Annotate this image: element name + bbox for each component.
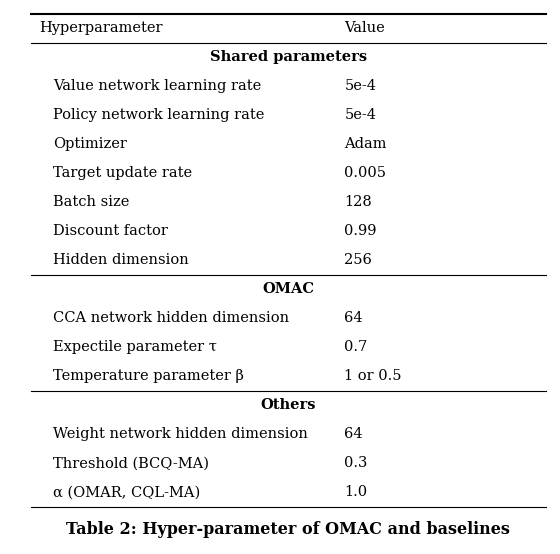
Text: 1.0: 1.0 bbox=[344, 485, 367, 499]
Text: 0.3: 0.3 bbox=[344, 456, 368, 470]
Text: 5e-4: 5e-4 bbox=[344, 79, 376, 94]
Text: Shared parameters: Shared parameters bbox=[210, 50, 367, 64]
Text: Others: Others bbox=[260, 398, 316, 412]
Text: Threshold (BCQ-MA): Threshold (BCQ-MA) bbox=[53, 456, 209, 470]
Text: CCA network hidden dimension: CCA network hidden dimension bbox=[53, 311, 290, 325]
Text: Target update rate: Target update rate bbox=[53, 166, 192, 181]
Text: Value network learning rate: Value network learning rate bbox=[53, 79, 262, 94]
Text: OMAC: OMAC bbox=[263, 283, 314, 296]
Text: Table 2: Hyper-parameter of OMAC and baselines: Table 2: Hyper-parameter of OMAC and bas… bbox=[67, 521, 510, 538]
Text: Adam: Adam bbox=[344, 137, 387, 151]
Text: Temperature parameter β: Temperature parameter β bbox=[53, 370, 244, 383]
Text: 0.99: 0.99 bbox=[344, 224, 377, 238]
Text: 5e-4: 5e-4 bbox=[344, 109, 376, 122]
Text: Hidden dimension: Hidden dimension bbox=[53, 253, 189, 268]
Text: 0.005: 0.005 bbox=[344, 166, 386, 181]
Text: 128: 128 bbox=[344, 196, 372, 209]
Text: 256: 256 bbox=[344, 253, 372, 268]
Text: Expectile parameter τ: Expectile parameter τ bbox=[53, 340, 217, 355]
Text: Weight network hidden dimension: Weight network hidden dimension bbox=[53, 427, 308, 442]
Text: Hyperparameter: Hyperparameter bbox=[39, 22, 163, 35]
Text: Optimizer: Optimizer bbox=[53, 137, 127, 151]
Text: 0.7: 0.7 bbox=[344, 340, 368, 355]
Text: 64: 64 bbox=[344, 311, 363, 325]
Text: Batch size: Batch size bbox=[53, 196, 129, 209]
Text: 64: 64 bbox=[344, 427, 363, 442]
Text: Discount factor: Discount factor bbox=[53, 224, 168, 238]
Text: Policy network learning rate: Policy network learning rate bbox=[53, 109, 264, 122]
Text: Value: Value bbox=[344, 22, 385, 35]
Text: α (OMAR, CQL-MA): α (OMAR, CQL-MA) bbox=[53, 485, 200, 499]
Text: 1 or 0.5: 1 or 0.5 bbox=[344, 370, 402, 383]
